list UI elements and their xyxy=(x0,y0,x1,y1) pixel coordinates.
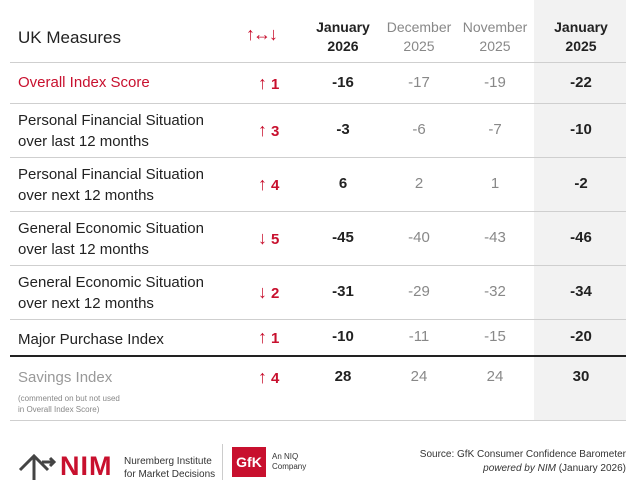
row-label: General Economic Situation over next 12 m… xyxy=(18,274,204,312)
column-header-dec-2025: December 2025 xyxy=(386,19,452,54)
table-cell: -34 xyxy=(570,283,592,300)
table-cell: -43 xyxy=(484,229,506,246)
change-value: 1 xyxy=(271,75,280,93)
row-label: Personal Financial Situation over next 12… xyxy=(18,166,204,204)
column-header-nov-2025: November 2025 xyxy=(462,19,528,54)
row-label: Savings Index xyxy=(18,369,113,386)
table-title: UK Measures xyxy=(18,28,121,47)
change-value: 4 xyxy=(271,177,280,194)
arrow-up-icon: ↑ xyxy=(258,174,267,194)
row-label: Overall Index Score xyxy=(18,74,150,91)
table-cell: -2 xyxy=(574,175,588,192)
change-value: 2 xyxy=(271,285,280,302)
nim-full-name: Nuremberg Institute for Market Decisions xyxy=(124,456,216,480)
change-value: 3 xyxy=(271,123,280,140)
logo-separator xyxy=(222,444,223,480)
arrow-up-icon: ↑ xyxy=(258,367,267,387)
table-cell: -17 xyxy=(408,73,430,91)
table-cell: 28 xyxy=(334,368,352,385)
change-value: 5 xyxy=(271,231,280,248)
table-row: Overall Index Score ↑ 1 -16 -17 -19 -22 xyxy=(10,62,626,104)
column-header-jan-2025: January 2025 xyxy=(554,19,608,54)
row-change: ↑ 4 xyxy=(258,174,279,195)
table-cell: 1 xyxy=(490,175,500,192)
gfk-logo: GfK xyxy=(232,447,266,477)
table-row: Major Purchase Index ↑ 1 -10 -11 -15 -20 xyxy=(10,319,626,356)
table-row: General Economic Situation over last 12 m… xyxy=(10,211,626,266)
table-cell: -15 xyxy=(484,328,506,345)
table-bottom-divider xyxy=(10,420,626,421)
table-cell: 24 xyxy=(410,368,428,385)
source-note: Source: GfK Consumer Confidence Baromete… xyxy=(419,449,626,474)
table-cell: -32 xyxy=(484,283,506,300)
table-row: General Economic Situation over next 12 m… xyxy=(10,265,626,320)
change-value: 4 xyxy=(271,370,280,387)
arrow-up-icon: ↑ xyxy=(258,327,267,347)
row-label: Major Purchase Index xyxy=(18,331,164,348)
change-direction-icon: ↑↔↓ xyxy=(246,24,278,44)
arrow-up-icon: ↑ xyxy=(258,72,267,93)
arrow-down-icon: ↓ xyxy=(258,282,267,302)
table-cell: -40 xyxy=(408,229,430,246)
table-cell: -45 xyxy=(332,229,354,246)
table-cell: -3 xyxy=(336,121,350,138)
arrow-up-icon: ↑ xyxy=(258,120,267,140)
table-cell: -46 xyxy=(570,229,592,246)
table-cell: 2 xyxy=(414,175,424,192)
arrow-down-icon: ↓ xyxy=(258,228,267,248)
table-row: Personal Financial Situation over next 12… xyxy=(10,157,626,212)
row-change: ↑ 4 xyxy=(258,367,279,388)
table-cell: -7 xyxy=(488,121,502,138)
row-change: ↓ 5 xyxy=(258,228,279,249)
table-cell: 6 xyxy=(338,175,348,192)
row-label: General Economic Situation over last 12 m… xyxy=(18,220,204,258)
table-cell: -29 xyxy=(408,283,430,300)
table-cell: -6 xyxy=(412,121,426,138)
nim-wordmark: NIM xyxy=(60,451,113,481)
table-cell: -11 xyxy=(408,328,430,345)
table-cell: -10 xyxy=(570,121,592,138)
row-change: ↑ 1 xyxy=(258,73,279,94)
table-header: UK Measures ↑↔↓ January 2026 December 2025… xyxy=(0,0,640,62)
column-header-jan-2026: January 2026 xyxy=(316,19,370,54)
row-change: ↑ 1 xyxy=(258,327,279,348)
table-cell: 24 xyxy=(486,368,504,385)
row-note: (commented on but not used in Overall Ind… xyxy=(18,394,120,414)
row-change: ↓ 2 xyxy=(258,282,279,303)
table-cell: 30 xyxy=(572,368,590,385)
nim-logo-icon xyxy=(18,453,57,480)
row-label: Personal Financial Situation over last 12… xyxy=(18,112,204,150)
table-cell: -22 xyxy=(570,73,592,91)
table-row: Personal Financial Situation over last 12… xyxy=(10,103,626,158)
table-cell: -16 xyxy=(332,73,354,91)
table-row: Savings Index (commented on but not used i… xyxy=(10,355,626,422)
table-cell: -10 xyxy=(332,328,354,345)
niq-tagline: An NIQ Company xyxy=(272,452,307,471)
table-cell: -19 xyxy=(484,73,506,91)
table-cell: -31 xyxy=(332,283,354,300)
row-change: ↑ 3 xyxy=(258,120,279,141)
table-cell: -20 xyxy=(570,328,592,345)
change-value: 1 xyxy=(271,330,280,347)
highlight-column-january-2025 xyxy=(534,0,626,420)
